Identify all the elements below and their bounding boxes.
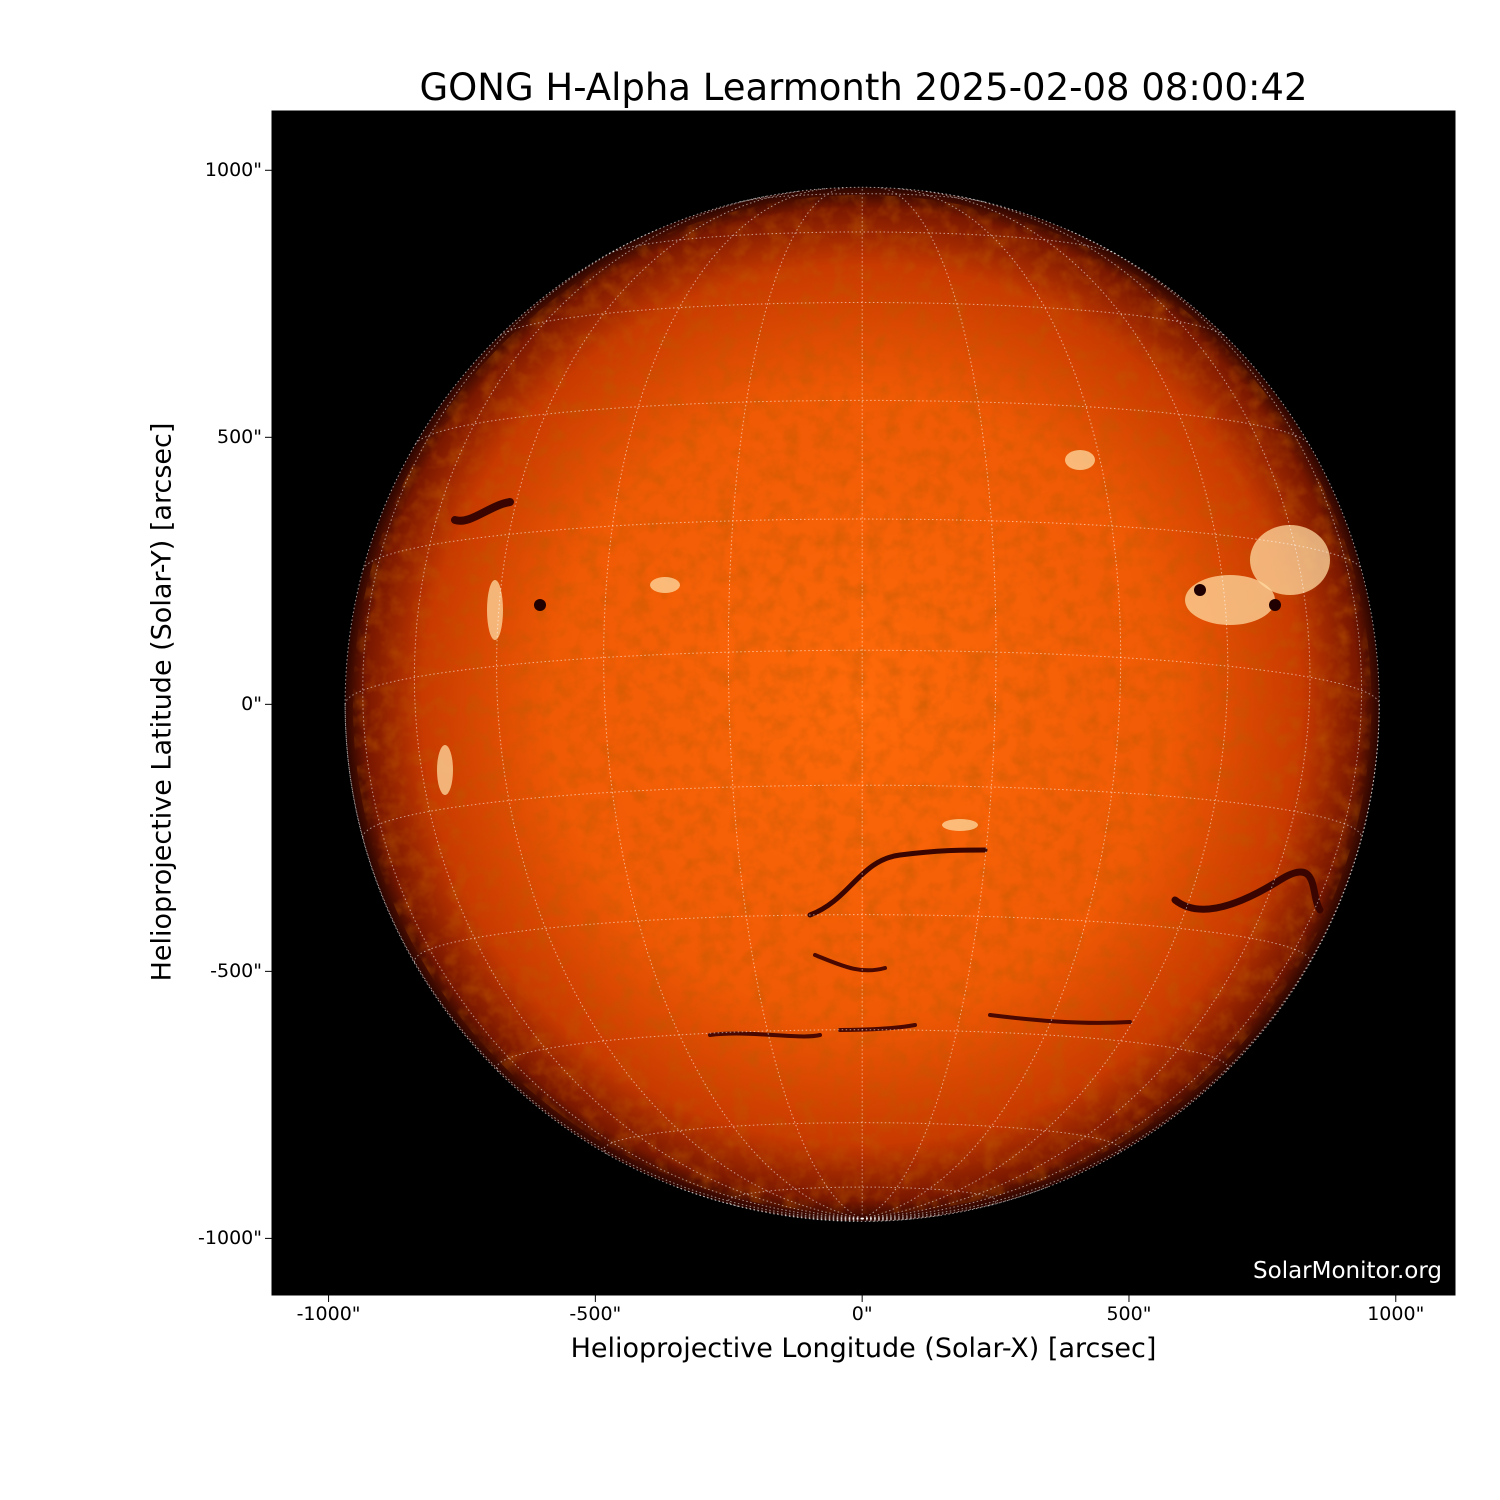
grid-meridian — [727, 187, 863, 1220]
plage — [437, 745, 453, 795]
sunspot — [1269, 599, 1281, 611]
axis-ticks — [265, 169, 1397, 1302]
plage — [1065, 450, 1095, 470]
grid-meridian — [362, 228, 863, 1220]
sunspot — [534, 599, 546, 611]
y-tick-label: -1000" — [198, 1227, 262, 1250]
y-tick-label: -500" — [210, 960, 262, 983]
filament — [807, 847, 988, 918]
y-tick-label: 500" — [216, 426, 262, 449]
plage — [942, 819, 978, 831]
grid-parallel — [603, 1122, 1122, 1155]
grid-parallel — [413, 914, 1311, 964]
grid-meridian — [862, 228, 1363, 1220]
filament — [1171, 868, 1324, 914]
filament — [451, 498, 514, 525]
grid-meridian — [862, 188, 1122, 1220]
grid-parallel — [344, 649, 1380, 705]
y-tick-label: 0" — [241, 693, 262, 716]
x-tick-label: -1000" — [296, 1303, 361, 1325]
plage — [487, 580, 503, 640]
grid-parallel — [499, 302, 1225, 336]
x-tick-label: 1000" — [1367, 1303, 1425, 1325]
limb-outline — [344, 186, 1380, 1222]
x-tick-label: -500" — [569, 1303, 622, 1325]
x-axis-label: Helioprojective Longitude (Solar-X) [arc… — [570, 1333, 1157, 1364]
grid-meridian — [413, 195, 863, 1220]
grid-parallel — [362, 784, 1363, 838]
chromosphere-texture — [352, 195, 1372, 1214]
grid-meridian — [862, 1214, 940, 1220]
sun-disk — [345, 187, 1380, 1222]
grid-meridian — [862, 195, 1311, 1220]
plage — [1185, 575, 1275, 625]
watermark: SolarMonitor.org — [1253, 1258, 1442, 1284]
grid-meridian — [674, 1185, 863, 1220]
grid-meridian — [862, 1218, 890, 1222]
x-tick-label: 500" — [1106, 1303, 1152, 1325]
heliographic-grid — [344, 186, 1380, 1222]
plage — [650, 577, 680, 593]
filament — [988, 1013, 1132, 1025]
grid-meridian — [861, 187, 997, 1220]
grid-parallel — [727, 1186, 997, 1207]
sunspot — [1194, 584, 1206, 596]
plage — [1250, 525, 1330, 595]
grid-meridian — [848, 1218, 863, 1222]
x-tick-label: 0" — [851, 1303, 873, 1325]
grid-parallel — [495, 1029, 1229, 1073]
grid-meridian — [862, 1218, 914, 1221]
grid-meridian — [603, 188, 863, 1220]
axes-frame — [271, 110, 1456, 1296]
chart-title: GONG H-Alpha Learmonth 2025-02-08 08:00:… — [419, 66, 1308, 109]
filament — [708, 1023, 917, 1039]
grid-parallel — [415, 399, 1310, 445]
y-tick-label: 1000" — [204, 159, 262, 182]
filament — [813, 953, 887, 973]
